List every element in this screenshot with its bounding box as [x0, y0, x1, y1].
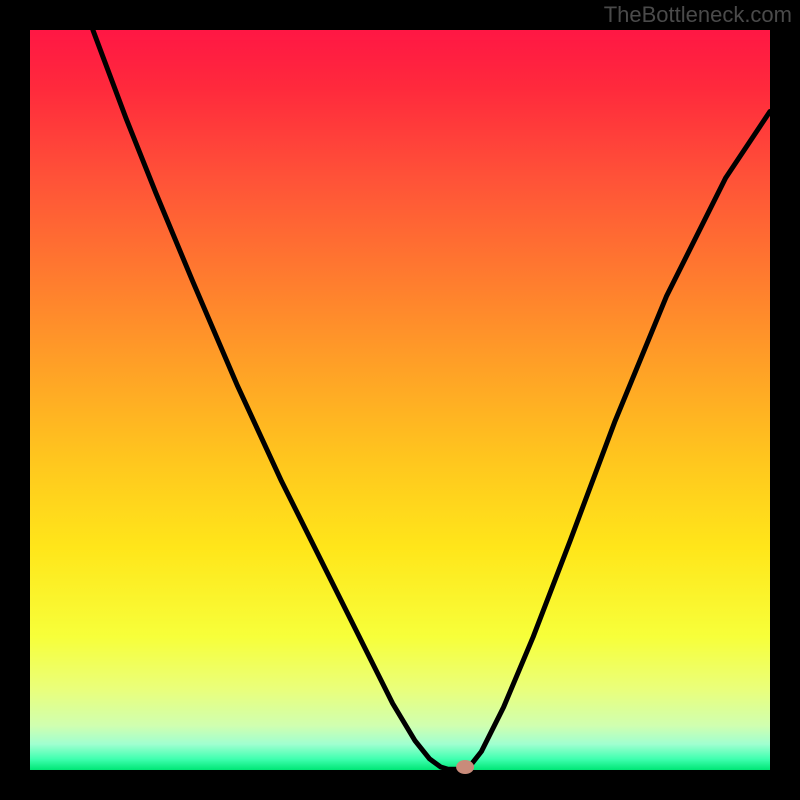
bottleneck-chart — [0, 0, 800, 800]
optimal-point-marker — [456, 760, 474, 774]
chart-container: TheBottleneck.com — [0, 0, 800, 800]
plot-background — [30, 30, 770, 770]
watermark-text: TheBottleneck.com — [604, 2, 792, 28]
